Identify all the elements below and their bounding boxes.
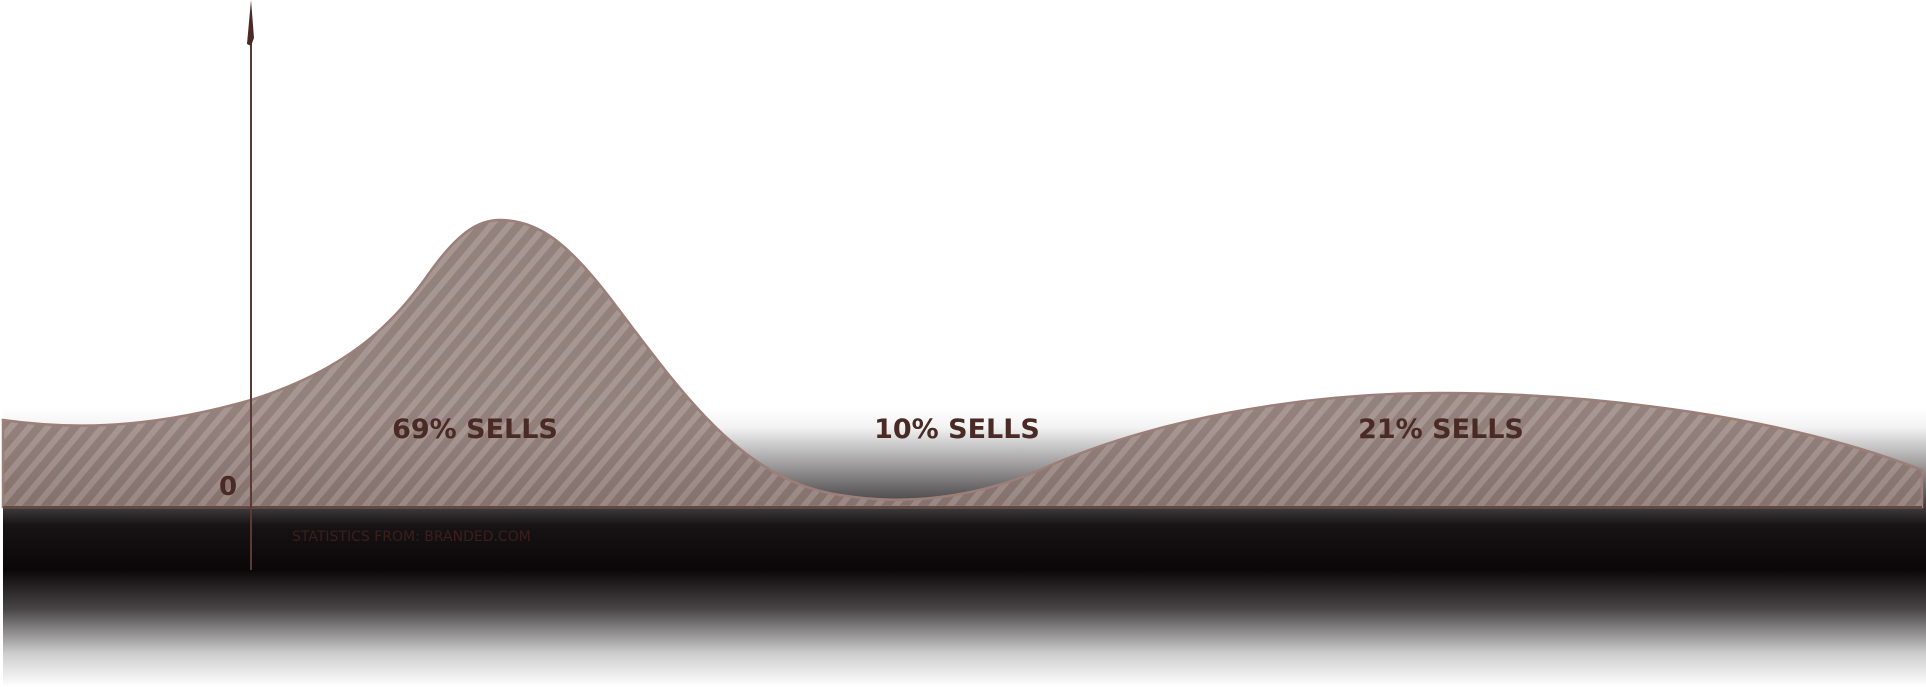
source-note: STATISTICS FROM: BRANDED.COM <box>292 529 531 545</box>
segment-label-10: 10% SELLS <box>874 414 1040 445</box>
segment-label-21: 21% SELLS <box>1358 414 1524 445</box>
sales-area <box>1 218 1924 509</box>
segment-label-69: 69% SELLS <box>392 414 558 445</box>
y-axis-zero-label: 0 <box>219 472 237 502</box>
y-axis-arrow-icon <box>247 0 254 46</box>
